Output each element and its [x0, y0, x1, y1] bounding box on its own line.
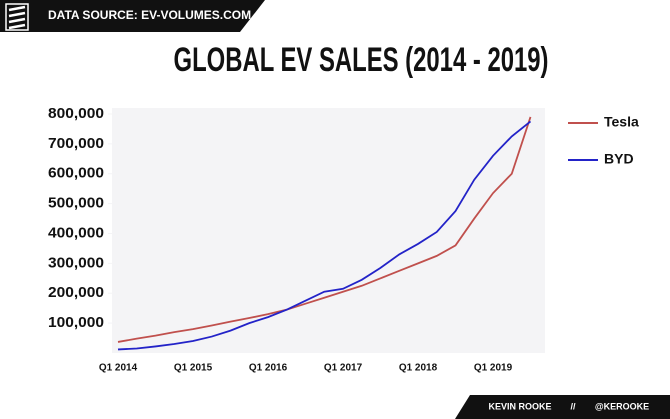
- handle: @KEROOKE: [595, 401, 649, 411]
- plot-area: [112, 108, 545, 353]
- y-tick-label: 700,000: [48, 135, 104, 152]
- header-bar: [0, 0, 265, 32]
- x-tick-label: Q1 2016: [249, 363, 288, 374]
- logo: [5, 3, 29, 31]
- legend-label: BYD: [604, 151, 634, 167]
- author: KEVIN ROOKE: [488, 401, 551, 411]
- x-tick-label: Q1 2015: [174, 363, 213, 374]
- chart-title: GLOBAL EV SALES (2014 - 2019): [174, 41, 549, 79]
- y-tick-label: 300,000: [48, 254, 104, 271]
- x-tick-label: Q1 2017: [324, 363, 363, 374]
- y-tick-label: 400,000: [48, 224, 104, 241]
- y-tick-label: 100,000: [48, 314, 104, 331]
- footer-bar: [455, 395, 670, 419]
- data-source: DATA SOURCE: EV-VOLUMES.COM: [48, 8, 251, 22]
- y-tick-label: 500,000: [48, 195, 104, 212]
- y-tick-label: 200,000: [48, 284, 104, 301]
- x-tick-label: Q1 2019: [474, 363, 513, 374]
- series-line: [117, 120, 532, 351]
- legend-label: Tesla: [604, 114, 639, 130]
- x-tick-label: Q1 2014: [99, 363, 138, 374]
- y-tick-label: 600,000: [48, 165, 104, 182]
- separator: //: [570, 401, 576, 411]
- series-line: [117, 116, 532, 343]
- x-tick-label: Q1 2018: [399, 363, 438, 374]
- y-tick-label: 800,000: [48, 105, 104, 122]
